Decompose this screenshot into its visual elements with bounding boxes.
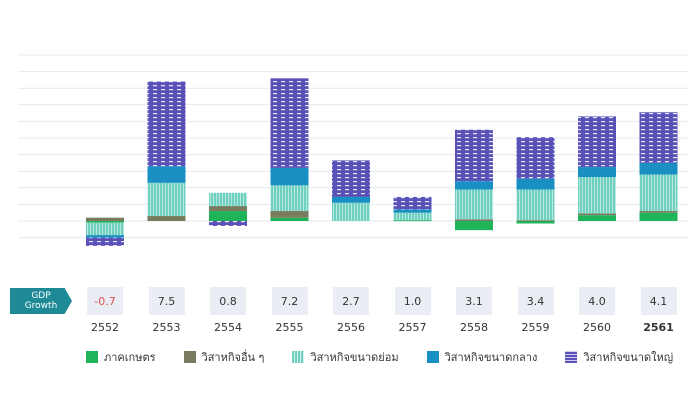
legend-swatch	[565, 351, 578, 363]
bar-segment-2560-s3	[578, 167, 616, 178]
bar-segment-2559-s4	[516, 137, 555, 179]
legend-swatch	[426, 351, 439, 363]
year-label-2560: 2560	[583, 321, 611, 334]
bar-segment-2556-s4	[332, 160, 370, 197]
bar-segment-2552-s0	[86, 221, 124, 223]
bar-segment-2558-s2	[455, 189, 493, 220]
legend-item-0: ภาคเกษตร	[86, 348, 156, 366]
gdp-label-line2: Growth	[24, 301, 58, 311]
year-label-2559: 2559	[521, 321, 550, 334]
legend-swatch	[86, 351, 98, 363]
bar-segment-2552-s3	[86, 235, 124, 238]
bar-segment-2560-s1	[578, 213, 616, 216]
bar-segment-2558-s0	[455, 221, 493, 231]
gdp-value-2559: 3.4	[517, 287, 554, 315]
legend-item-4: วิสาหกิจขนาดใหญ่	[565, 348, 673, 366]
year-label-2558: 2558	[460, 321, 488, 334]
gdp-value-2557: 1.0	[394, 287, 431, 315]
bar-segment-2555-s1	[270, 211, 309, 218]
legend-swatch	[292, 351, 305, 363]
chart-legend: ภาคเกษตร วิสาหกิจอื่น ๆ วิสาหกิจขนาดย่อม วิ…	[86, 348, 673, 366]
bar-segment-2553-s4	[147, 81, 186, 167]
gdp-value-2552: -0.7	[87, 287, 123, 315]
legend-label: วิสาหกิจขนาดใหญ่	[583, 351, 674, 364]
legend-item-3: วิสาหกิจขนาดกลาง	[426, 348, 538, 366]
bar-segment-2561-s4	[639, 112, 678, 163]
bar-segment-2561-s1	[639, 211, 678, 213]
bar-segment-2557-s2	[393, 212, 432, 221]
bar-segment-2560-s0	[578, 215, 616, 221]
bar-segment-2557-s3	[393, 209, 432, 213]
bar-segment-2555-s3	[270, 167, 309, 186]
bar-segment-2560-s2	[578, 177, 616, 214]
bar-segment-2559-s1	[516, 220, 555, 222]
bar-segment-2553-s1	[147, 216, 186, 221]
bar-segment-2552-s1	[86, 217, 124, 221]
bar-segment-2561-s2	[639, 174, 678, 212]
bar-segment-2553-s2	[147, 182, 186, 217]
bar-segment-2555-s2	[270, 185, 309, 212]
bar-segment-2556-s2	[332, 202, 370, 221]
bar-segment-2557-s4	[393, 196, 432, 210]
bar-segment-2553-s3	[147, 166, 186, 183]
bar-segment-2559-s3	[516, 178, 555, 190]
bar-segment-2560-s4	[578, 116, 616, 168]
bar-segment-2557-s0	[393, 220, 432, 222]
bar-segment-2558-s1	[455, 219, 493, 221]
legend-item-2: วิสาหกิจขนาดย่อม	[292, 348, 399, 366]
gdp-value-2553: 7.5	[148, 287, 185, 315]
gdp-value-2560: 4.0	[579, 287, 615, 315]
bar-segment-2558-s3	[455, 181, 493, 190]
gdp-value-2554: 0.8	[210, 287, 246, 315]
gdp-value-2558: 3.1	[456, 287, 492, 315]
bar-segment-2554-s1	[209, 206, 247, 212]
bar-segment-2561-s0	[639, 212, 678, 221]
gdp-label-line1: GDP	[31, 291, 51, 301]
gdp-growth-tag: GDP Growth	[10, 288, 72, 314]
bar-segment-2554-s0	[209, 211, 247, 221]
legend-item-1: วิสาหกิจอื่น ๆ	[183, 348, 265, 366]
bar-segment-2558-s4	[455, 129, 493, 182]
legend-label: วิสาหกิจอื่น ๆ	[201, 351, 265, 364]
bar-segment-2552-s4	[86, 237, 124, 246]
bar-segment-2559-s2	[516, 189, 555, 221]
bar-segment-2555-s0	[270, 217, 309, 221]
stacked-bar-chart	[18, 54, 688, 246]
legend-label: วิสาหกิจขนาดกลาง	[444, 351, 538, 364]
gdp-value-2556: 2.7	[333, 287, 369, 315]
year-label-2557: 2557	[398, 321, 427, 334]
gdp-value-2555: 7.2	[271, 287, 308, 315]
gdp-value-2561: 4.1	[640, 287, 677, 315]
bar-segment-2561-s3	[639, 162, 678, 175]
year-label-2556: 2556	[337, 321, 365, 334]
year-label-2552: 2552	[91, 321, 119, 334]
bar-segment-2556-s3	[332, 196, 370, 203]
bar-segment-2552-s2	[86, 222, 124, 236]
year-label-2555: 2555	[275, 321, 304, 334]
year-label-2561: 2561	[643, 321, 674, 334]
bar-segment-2554-s4	[209, 221, 247, 226]
legend-swatch	[183, 351, 196, 363]
year-label-2553: 2553	[152, 321, 181, 334]
bar-segment-2559-s0	[516, 221, 555, 224]
year-label-2554: 2554	[214, 321, 242, 334]
legend-label: ภาคเกษตร	[104, 351, 156, 364]
bar-segment-2554-s2	[209, 192, 247, 207]
legend-label: วิสาหกิจขนาดย่อม	[310, 351, 399, 364]
bar-segment-2555-s4	[270, 78, 309, 168]
